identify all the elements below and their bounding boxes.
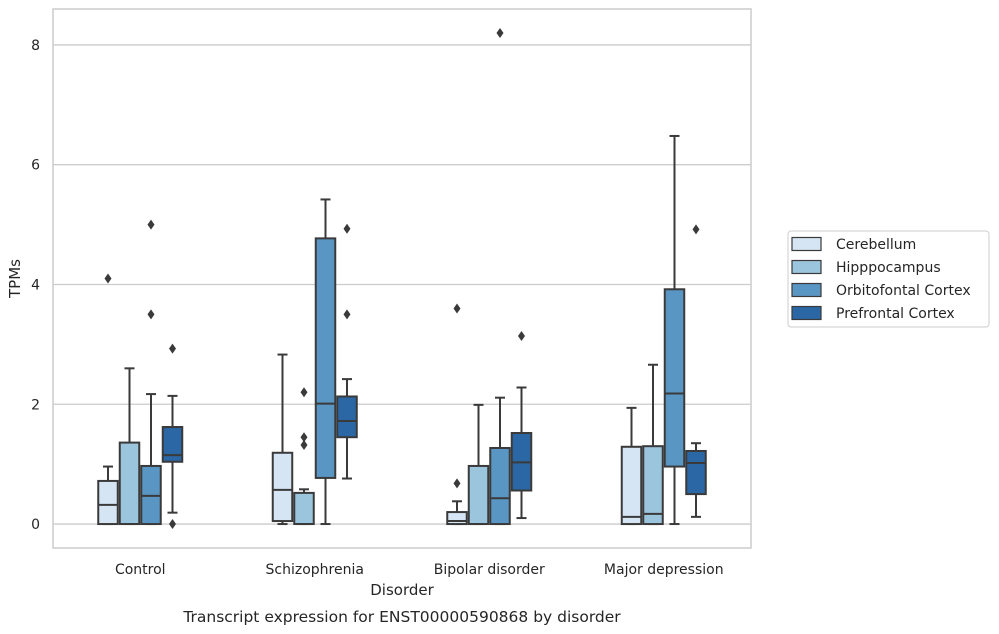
box-hipppocampus-schizophrenia bbox=[293, 387, 315, 526]
y-axis-ticks: 0 2 4 6 8 bbox=[31, 38, 40, 533]
legend-swatch bbox=[791, 236, 822, 252]
legend-entry: Prefrontal Cortex bbox=[836, 306, 955, 322]
y-tick-label: 8 bbox=[31, 38, 40, 54]
outlier-point bbox=[343, 309, 351, 320]
box-body bbox=[663, 288, 686, 468]
chart-caption: Transcript expression for ENST0000059086… bbox=[182, 608, 621, 626]
outlier-point bbox=[169, 519, 176, 530]
y-axis-label: TPMs bbox=[6, 259, 24, 299]
outlier-point bbox=[300, 439, 308, 450]
box-orbitofontal-cortex-control bbox=[140, 219, 162, 526]
box-body bbox=[489, 446, 511, 526]
box-body bbox=[314, 237, 337, 479]
box-prefrontal-cortex-control bbox=[161, 343, 184, 530]
box-hipppocampus-bipolar-disorder bbox=[467, 403, 490, 526]
box-hipppocampus-major-depression bbox=[642, 363, 664, 526]
box-cerebellum-bipolar-disorder bbox=[446, 303, 468, 526]
box-prefrontal-cortex-schizophrenia bbox=[336, 223, 358, 480]
box-cerebellum-schizophrenia bbox=[271, 353, 294, 526]
y-tick-label: 2 bbox=[31, 397, 40, 413]
plot-boxes bbox=[97, 27, 707, 530]
x-tick-label: Bipolar disorder bbox=[434, 562, 545, 578]
outlier-point bbox=[104, 273, 112, 284]
outlier-point bbox=[147, 219, 155, 230]
legend-swatch bbox=[791, 259, 822, 275]
outlier-point bbox=[147, 309, 155, 320]
x-tick-label: Control bbox=[115, 562, 166, 578]
outlier-point bbox=[300, 432, 308, 443]
legend: Cerebellum Hipppocampus Orbitofontal Corte… bbox=[787, 230, 990, 328]
outlier-point bbox=[169, 343, 176, 354]
legend-entry: Orbitofontal Cortex bbox=[836, 283, 971, 299]
box-hipppocampus-control bbox=[118, 367, 141, 526]
x-axis-ticks: Control Schizophrenia Bipolar disorder Majo… bbox=[115, 562, 724, 578]
legend-frame bbox=[787, 230, 990, 328]
box-body bbox=[336, 395, 358, 439]
legend-entry: Hipppocampus bbox=[836, 260, 941, 276]
legend-entry: Cerebellum bbox=[836, 237, 916, 253]
box-prefrontal-cortex-major-depression bbox=[685, 224, 707, 518]
x-tick-label: Major depression bbox=[604, 562, 724, 578]
legend-swatch bbox=[791, 282, 822, 298]
box-body bbox=[620, 445, 643, 526]
x-tick-label: Schizophrenia bbox=[266, 562, 364, 578]
box-orbitofontal-cortex-schizophrenia bbox=[314, 198, 337, 526]
box-body bbox=[446, 511, 468, 526]
plot-frame bbox=[52, 8, 752, 549]
outlier-point bbox=[518, 330, 525, 341]
y-tick-label: 0 bbox=[31, 517, 40, 533]
box-body bbox=[97, 479, 119, 526]
outlier-point bbox=[343, 223, 351, 234]
outlier-point bbox=[300, 387, 308, 398]
outlier-point bbox=[692, 224, 700, 235]
outlier-point bbox=[496, 27, 504, 38]
box-orbitofontal-cortex-bipolar-disorder bbox=[489, 27, 511, 526]
legend-swatch bbox=[791, 305, 822, 321]
box-body bbox=[161, 426, 184, 463]
box-body bbox=[685, 449, 707, 496]
box-body bbox=[642, 445, 664, 526]
box-body bbox=[293, 491, 315, 526]
outlier-point bbox=[453, 478, 461, 489]
outlier-point bbox=[453, 303, 461, 314]
box-body bbox=[467, 464, 490, 526]
box-prefrontal-cortex-bipolar-disorder bbox=[510, 330, 533, 520]
box-cerebellum-control bbox=[97, 273, 119, 526]
box-body bbox=[271, 451, 294, 523]
box-cerebellum-major-depression bbox=[620, 406, 643, 526]
y-tick-label: 4 bbox=[31, 277, 40, 293]
box-orbitofontal-cortex-major-depression bbox=[663, 134, 686, 526]
box-body bbox=[118, 441, 141, 526]
y-tick-label: 6 bbox=[31, 158, 40, 174]
x-axis-label: Disorder bbox=[370, 581, 434, 599]
